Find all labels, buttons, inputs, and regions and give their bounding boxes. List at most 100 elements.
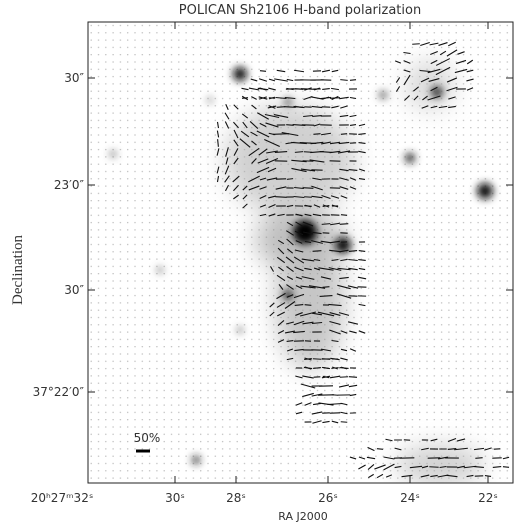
vector bbox=[420, 41, 430, 47]
vector bbox=[420, 77, 430, 83]
vector bbox=[330, 195, 340, 199]
vector bbox=[294, 249, 304, 253]
vector bbox=[301, 258, 315, 262]
vector bbox=[311, 185, 323, 191]
vector bbox=[427, 95, 441, 101]
vector bbox=[454, 68, 468, 74]
vector bbox=[286, 348, 294, 352]
title: POLICAN Sh2106 H-band polarization bbox=[179, 3, 421, 18]
vector bbox=[395, 86, 401, 92]
vector bbox=[349, 177, 357, 181]
vector bbox=[286, 294, 294, 298]
vector bbox=[404, 95, 410, 101]
vector bbox=[448, 96, 456, 100]
vector bbox=[295, 213, 303, 217]
vector bbox=[241, 113, 249, 119]
vector bbox=[427, 68, 441, 74]
vector bbox=[266, 150, 278, 154]
vector bbox=[304, 357, 312, 361]
vector bbox=[258, 78, 268, 82]
vector bbox=[300, 285, 316, 289]
vector bbox=[224, 184, 230, 192]
vector bbox=[259, 213, 267, 217]
vector bbox=[275, 196, 287, 198]
vector bbox=[286, 221, 294, 227]
vector bbox=[349, 330, 357, 334]
vector bbox=[340, 133, 348, 135]
vector bbox=[349, 124, 357, 126]
vector bbox=[395, 77, 401, 83]
vector bbox=[330, 87, 340, 91]
vector bbox=[348, 168, 358, 172]
vector bbox=[349, 186, 357, 190]
vector bbox=[302, 375, 314, 379]
vector bbox=[322, 88, 330, 90]
vector bbox=[269, 311, 275, 317]
vector bbox=[312, 250, 322, 252]
vector bbox=[484, 447, 492, 451]
vector bbox=[330, 240, 340, 244]
vector bbox=[291, 159, 307, 163]
vector bbox=[421, 465, 429, 469]
x-tick-label: 24ˢ bbox=[400, 491, 420, 505]
vector bbox=[348, 384, 358, 388]
vector bbox=[311, 321, 323, 325]
vector bbox=[291, 167, 307, 173]
vector bbox=[466, 78, 474, 82]
vector bbox=[448, 41, 456, 47]
vector bbox=[339, 114, 349, 118]
vector bbox=[320, 96, 332, 100]
vector bbox=[304, 267, 312, 271]
vector bbox=[286, 124, 294, 126]
vector bbox=[385, 438, 393, 442]
vector bbox=[357, 276, 367, 280]
vector bbox=[259, 186, 267, 190]
vector bbox=[331, 367, 339, 369]
vector bbox=[294, 151, 304, 153]
vector bbox=[286, 321, 294, 325]
vector bbox=[310, 141, 324, 145]
vector bbox=[225, 157, 229, 165]
vector bbox=[320, 240, 332, 244]
vector bbox=[216, 175, 220, 183]
x-tick-label: 28ˢ bbox=[226, 491, 246, 505]
vector bbox=[348, 376, 358, 378]
vector bbox=[421, 105, 429, 109]
vector bbox=[284, 96, 296, 100]
vector bbox=[295, 221, 303, 227]
vector bbox=[286, 284, 294, 290]
vector bbox=[358, 267, 366, 271]
vector bbox=[321, 223, 331, 225]
vector bbox=[268, 213, 276, 217]
x-axis-label: RA J2000 bbox=[278, 510, 327, 523]
vector bbox=[358, 150, 366, 154]
vector bbox=[276, 292, 286, 300]
vector bbox=[329, 329, 341, 335]
vector bbox=[329, 249, 341, 253]
vector bbox=[225, 104, 229, 110]
vector bbox=[265, 122, 279, 128]
vector bbox=[331, 105, 339, 109]
vector bbox=[446, 474, 458, 478]
vector bbox=[321, 375, 331, 379]
vector bbox=[294, 106, 304, 108]
vector bbox=[340, 330, 348, 334]
vector bbox=[322, 367, 330, 369]
vector bbox=[277, 330, 285, 334]
vector bbox=[358, 250, 366, 252]
vector bbox=[224, 112, 230, 120]
vector bbox=[347, 285, 359, 289]
vector bbox=[276, 256, 286, 264]
vector bbox=[275, 186, 287, 190]
vector bbox=[358, 123, 366, 127]
vector bbox=[430, 59, 438, 65]
vector bbox=[321, 195, 331, 199]
vector bbox=[376, 473, 384, 479]
scale-label: 50% bbox=[134, 431, 161, 445]
vector bbox=[394, 447, 402, 451]
vector bbox=[438, 42, 448, 46]
vector bbox=[340, 258, 348, 262]
vector bbox=[428, 78, 440, 82]
vector bbox=[339, 96, 349, 100]
vector bbox=[268, 204, 276, 208]
